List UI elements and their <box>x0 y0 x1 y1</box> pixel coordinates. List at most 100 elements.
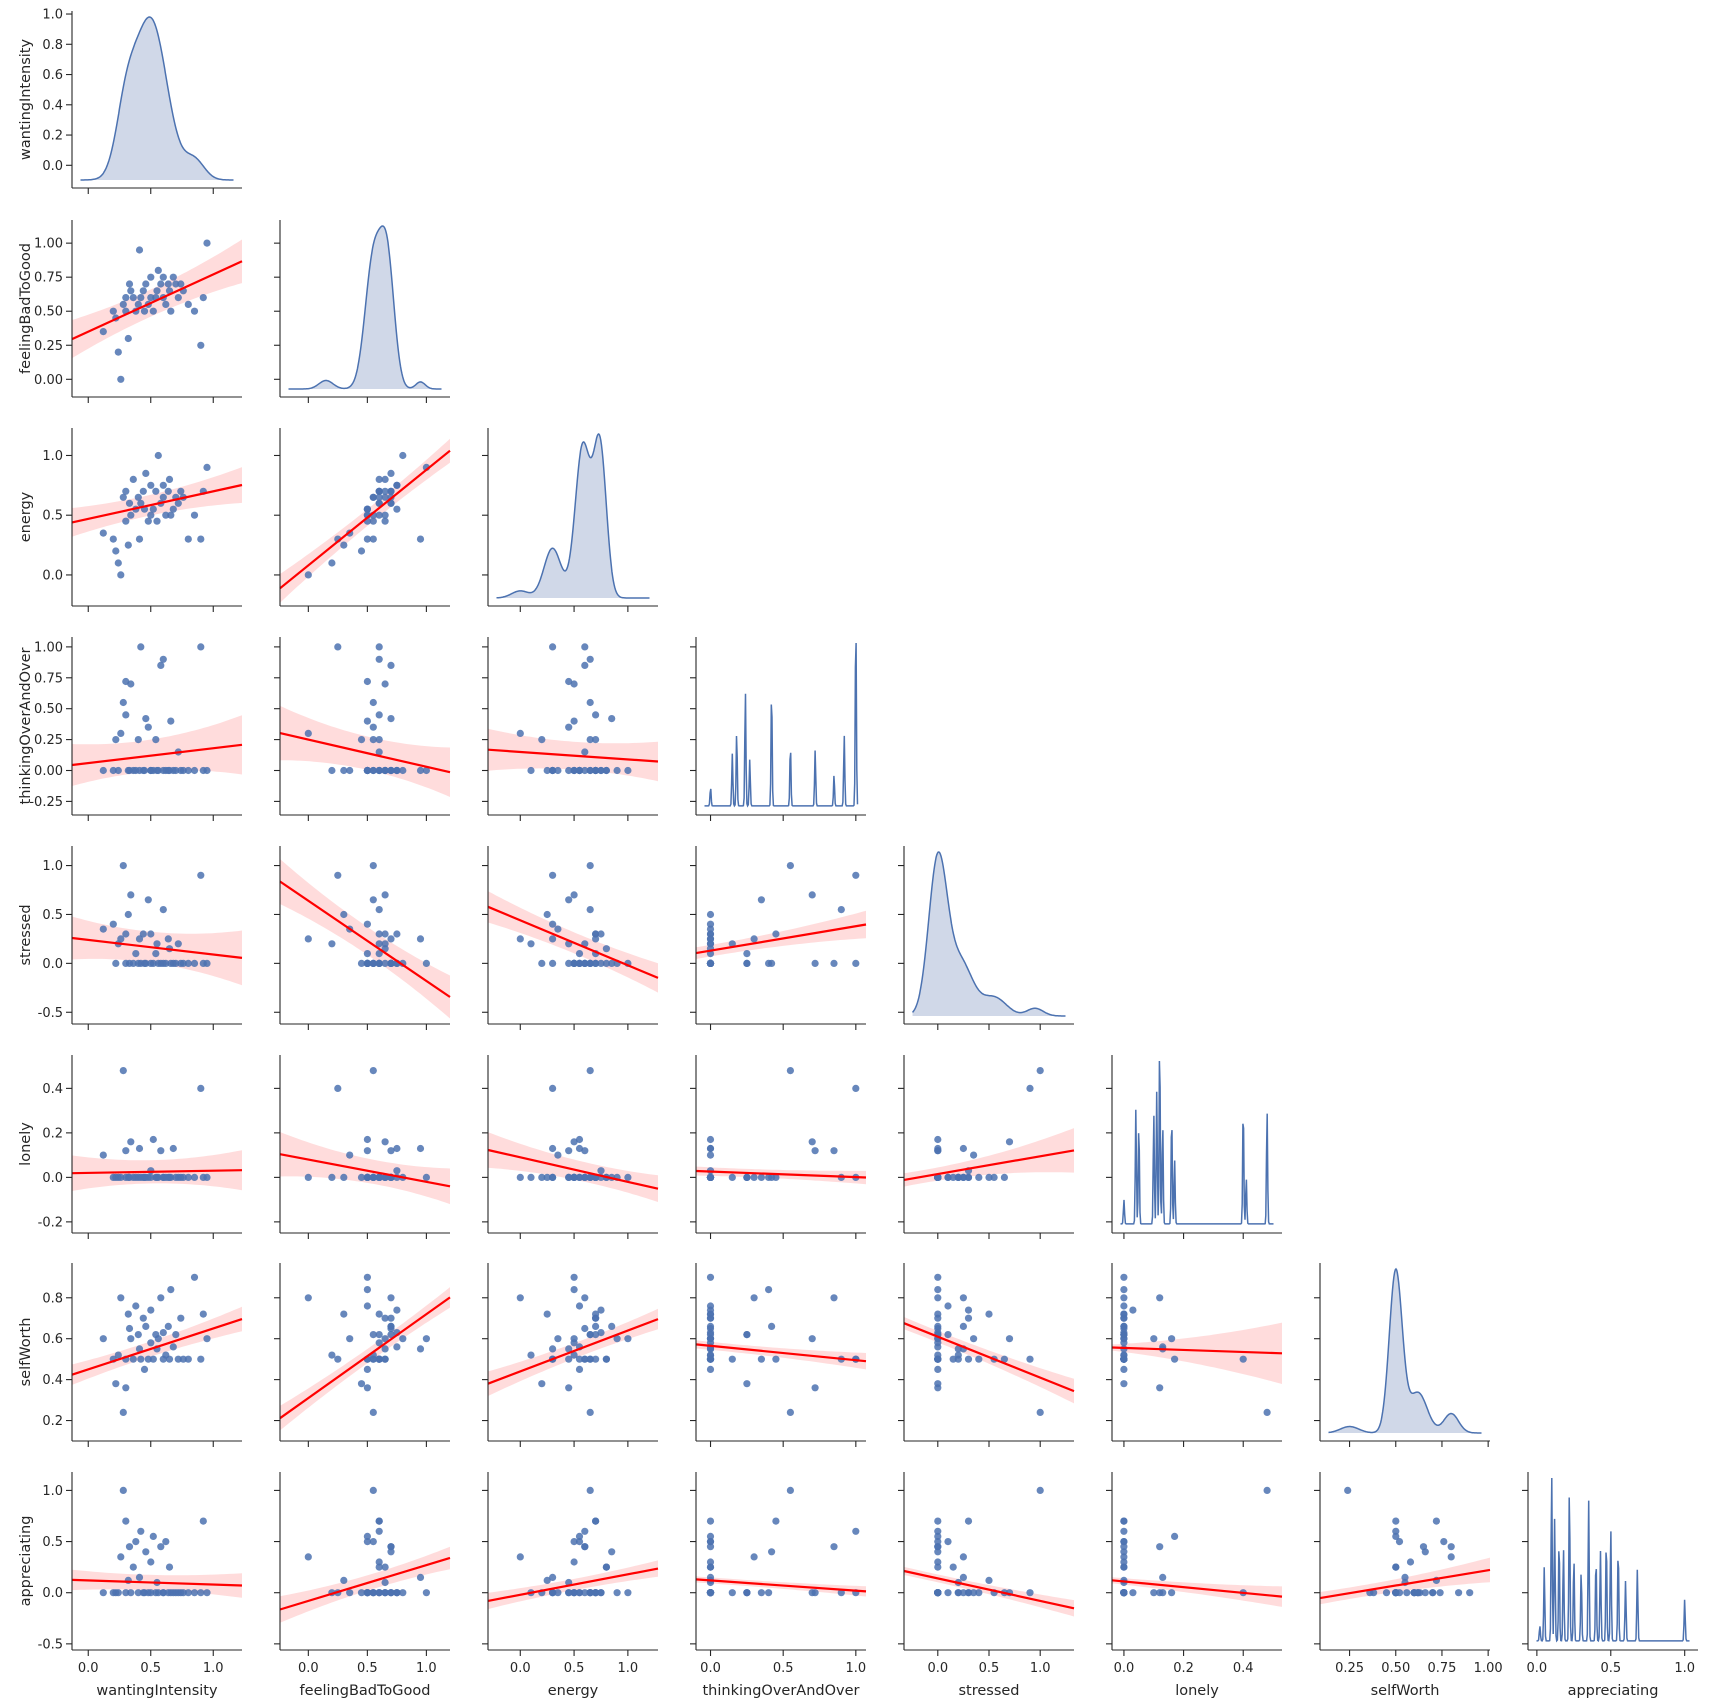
scatter-point <box>375 1589 383 1597</box>
y-axis-label-stressed: stressed <box>18 904 34 965</box>
scatter-point <box>422 1173 430 1181</box>
scatter-point <box>159 1329 167 1337</box>
panel-stressed-vs-feelingBadToGood <box>274 846 451 1030</box>
x-tick-label: 0.0 <box>78 1661 99 1676</box>
scatter-point <box>393 1306 401 1314</box>
kde-line-energy <box>496 433 650 599</box>
scatter-point <box>184 959 192 968</box>
scatter-point <box>399 451 407 460</box>
scatter-point <box>1120 1302 1128 1310</box>
scatter-point <box>516 935 524 943</box>
scatter-point <box>565 677 573 686</box>
scatter-point <box>1005 1335 1014 1343</box>
x-axis-label-lonely: lonely <box>1175 1683 1219 1699</box>
panel-lonely-vs-thinkingOverAndOver <box>690 1055 867 1239</box>
scatter-point <box>334 643 342 651</box>
scatter-point <box>975 1589 983 1597</box>
scatter-point <box>387 1331 395 1339</box>
scatter-point <box>122 294 130 302</box>
scatter-point <box>570 1558 578 1566</box>
scatter-point <box>184 1173 192 1181</box>
regression-line <box>71 743 243 767</box>
scatter-point <box>137 643 145 651</box>
scatter-point <box>808 891 816 899</box>
scatter-point <box>157 1294 165 1302</box>
scatter-point <box>934 1273 942 1281</box>
scatter-point <box>199 1310 207 1318</box>
scatter-point <box>304 571 312 579</box>
x-tick-label: 0.0 <box>298 1661 319 1676</box>
y-tick-label: 1.0 <box>42 449 63 464</box>
scatter-point <box>190 307 199 315</box>
regression-line <box>71 483 243 524</box>
scatter-point <box>149 1135 157 1144</box>
scatter-point <box>1395 1538 1404 1546</box>
scatter-point <box>369 862 377 870</box>
scatter-point <box>570 1286 578 1294</box>
scatter-point <box>586 1486 594 1494</box>
scatter-point <box>375 766 383 775</box>
scatter-point <box>549 1084 557 1092</box>
scatter-point <box>375 499 383 507</box>
scatter-point <box>811 1384 819 1392</box>
scatter-point <box>375 736 383 744</box>
scatter-point <box>750 1173 758 1181</box>
scatter-point <box>1120 1527 1128 1535</box>
scatter-point <box>706 1322 715 1330</box>
scatter-point <box>119 493 127 501</box>
scatter-point <box>399 1335 407 1343</box>
scatter-point <box>177 1314 185 1322</box>
scatter-point <box>964 1355 973 1363</box>
y-tick-label: 1.0 <box>42 8 63 23</box>
scatter-point <box>119 1408 127 1416</box>
scatter-point <box>934 1135 942 1144</box>
scatter-point <box>127 1335 135 1343</box>
scatter-point <box>149 959 157 968</box>
scatter-point <box>363 677 371 686</box>
regression-line <box>279 1296 451 1420</box>
scatter-point <box>768 1548 776 1556</box>
scatter-point <box>132 950 140 958</box>
scatter-point <box>117 729 125 738</box>
scatter-point <box>527 766 535 775</box>
scatter-point <box>581 1589 589 1597</box>
scatter-point <box>934 1538 942 1546</box>
y-tick-label: 0.25 <box>34 339 63 354</box>
scatter-point <box>581 959 589 968</box>
scatter-point <box>416 766 425 775</box>
scatter-point <box>114 348 122 356</box>
scatter-point <box>516 729 524 738</box>
scatter-point <box>363 1532 371 1540</box>
panel-energy-vs-energy <box>482 428 658 612</box>
scatter-point <box>147 1173 155 1181</box>
scatter-point <box>340 910 348 919</box>
scatter-point <box>944 1331 952 1339</box>
regression-line <box>71 936 243 959</box>
scatter-point <box>363 717 371 725</box>
scatter-point <box>581 1355 589 1363</box>
panel-appreciating-vs-energy: 0.0 0.5 1.0 energy <box>482 1472 659 1699</box>
scatter-point <box>538 1380 546 1388</box>
scatter-point <box>1421 1589 1429 1597</box>
scatter-point <box>786 1067 795 1075</box>
scatter-point <box>357 1589 366 1597</box>
scatter-point <box>164 935 172 943</box>
panel-thinkingOverAndOver-vs-energy <box>482 637 659 821</box>
ci-band <box>72 715 242 786</box>
panel-selfWorth-vs-thinkingOverAndOver <box>690 1263 867 1447</box>
scatter-point <box>122 487 130 495</box>
y-tick-label: 0.0 <box>42 568 63 583</box>
scatter-point <box>109 920 117 928</box>
scatter-point <box>706 910 715 919</box>
scatter-point <box>1036 1486 1044 1494</box>
scatter-point <box>1129 1589 1137 1597</box>
x-axis-label-stressed: stressed <box>958 1683 1019 1699</box>
panel-wantingIntensity-vs-wantingIntensity: 0.0 0.2 0.4 0.6 0.8 1.0 wantingIntensity <box>18 8 242 194</box>
x-tick-label: 1.00 <box>1474 1661 1503 1676</box>
scatter-point <box>346 1151 354 1159</box>
scatter-point <box>375 1563 383 1571</box>
scatter-point <box>328 1351 336 1359</box>
scatter-point <box>134 1589 142 1597</box>
scatter-point <box>174 294 182 302</box>
panel-thinkingOverAndOver-vs-wantingIntensity: -0.25 0.00 0.25 0.50 0.75 1.00thinkingOverAnd… <box>18 637 243 821</box>
